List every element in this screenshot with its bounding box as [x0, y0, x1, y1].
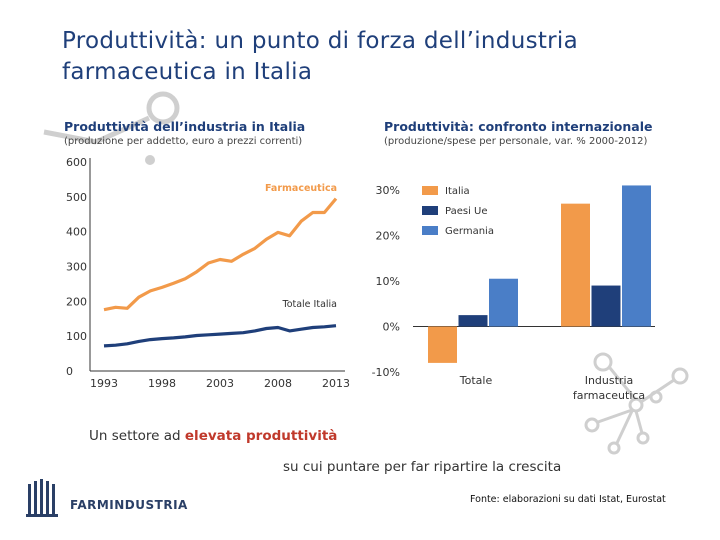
tagline-prefix: Un settore ad [89, 428, 185, 444]
bar-paesi-ue [458, 315, 488, 327]
legend-swatch [422, 226, 438, 235]
left-chart-subtitle: (produzione per addetto, euro a prezzi c… [64, 136, 303, 147]
tagline-primary: Un settore ad elevata produttività [89, 428, 337, 444]
category-label-farmaceutica: Industria [585, 374, 634, 387]
bar-germania [622, 185, 651, 327]
right-chart-title: Produttività: confronto internazionale [384, 119, 653, 134]
right-y-tick-label: 0% [383, 321, 400, 334]
left-y-tick-label: 0 [66, 365, 73, 378]
left-y-tick-label: 500 [66, 191, 87, 204]
left-x-tick-label: 2003 [206, 377, 234, 390]
left-x-tick-label: 1998 [148, 377, 176, 390]
source-note: Fonte: elaborazioni su dati Istat, Euros… [470, 494, 666, 505]
bar-paesi-ue [591, 285, 621, 327]
right-y-tick-label: 30% [376, 184, 400, 197]
right-y-tick-label: -10% [372, 366, 400, 379]
category-label-farmaceutica: farmaceutica [573, 389, 645, 402]
legend-label: Germania [445, 226, 494, 237]
legend-label: Italia [445, 186, 470, 197]
left-y-tick-label: 600 [66, 156, 87, 169]
tagline-secondary: su cui puntare per far ripartire la cres… [283, 459, 562, 475]
legend-swatch [422, 206, 438, 215]
line-series-farmaceutica [103, 197, 338, 312]
left-y-tick-label: 400 [66, 226, 87, 239]
right-chart-subtitle: (produzione/spese per personale, var. % … [384, 136, 648, 147]
bar-germania [489, 278, 518, 327]
left-x-tick-label: 1993 [90, 377, 118, 390]
legend-swatch [422, 186, 438, 195]
slide-title: Produttività: un punto di forza dell’ind… [62, 28, 579, 85]
right-y-tick-label: 10% [376, 275, 400, 288]
series-label-totale-italia: Totale Italia [282, 299, 338, 310]
molecule-circle-icon [146, 91, 180, 125]
left-x-tick-label: 2013 [322, 377, 350, 390]
line-series-totale-italia [103, 324, 337, 348]
left-x-tick-label: 2008 [264, 377, 292, 390]
logo-text: FARMINDUSTRIA [70, 498, 188, 512]
bar-italia [561, 203, 590, 327]
farmindustria-logo-icon [26, 479, 58, 517]
molecule-dot-icon [145, 155, 155, 165]
left-y-tick-label: 200 [66, 295, 87, 308]
left-y-tick-label: 300 [66, 261, 87, 274]
category-label-totale: Totale [459, 374, 493, 387]
left-chart-title: Produttività dell’industria in Italia [64, 119, 306, 134]
legend-label: Paesi Ue [445, 206, 488, 217]
molecule-circle-icon [593, 352, 613, 372]
left-y-tick-label: 100 [66, 330, 87, 343]
bar-italia [428, 326, 457, 363]
series-label-farmaceutica: Farmaceutica [265, 183, 337, 194]
tagline-highlight: elevata produttività [184, 428, 338, 444]
right-y-tick-label: 20% [376, 230, 400, 243]
